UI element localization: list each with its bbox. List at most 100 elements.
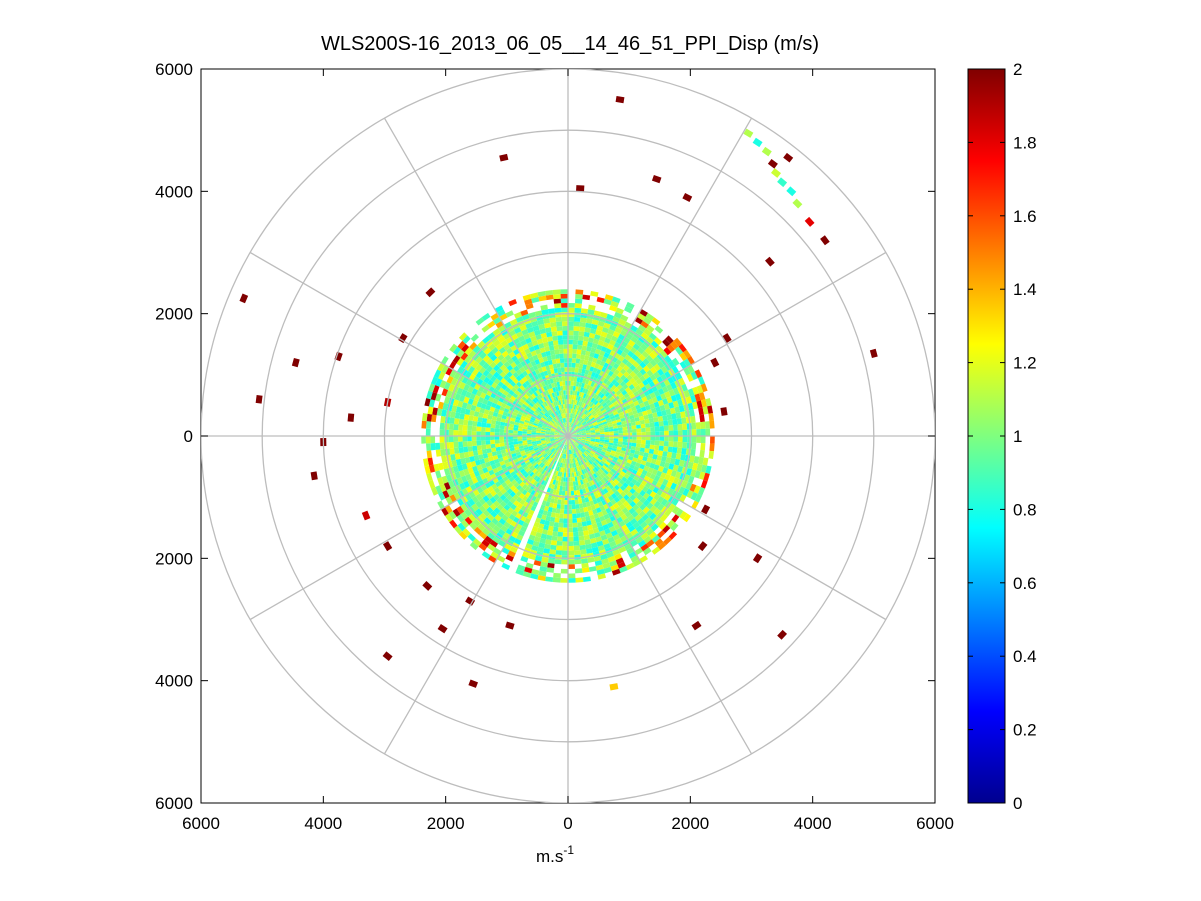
ppi-cell	[596, 396, 602, 402]
ppi-cell	[564, 449, 566, 455]
ppi-cell	[581, 345, 588, 351]
ppi-cell	[444, 513, 453, 523]
ppi-cell	[616, 398, 622, 404]
ppi-cell	[645, 336, 654, 344]
ppi-cell	[610, 398, 617, 404]
ppi-cell	[476, 401, 483, 408]
ppi-cell	[564, 399, 567, 405]
ppi-cell	[501, 514, 509, 522]
ppi-cell	[547, 410, 552, 415]
ppi-cell	[503, 543, 512, 551]
ppi-cell	[515, 375, 522, 382]
ppi-cell	[569, 427, 572, 432]
ppi-cell	[561, 428, 566, 433]
y-tick-label: 4000	[155, 672, 193, 691]
ppi-cell	[563, 394, 567, 400]
ppi-cell	[490, 375, 497, 383]
ppi-cell	[463, 480, 470, 489]
ppi-cell	[553, 391, 558, 397]
ppi-cell	[513, 500, 520, 507]
ppi-cell	[555, 353, 560, 359]
ppi-cell	[526, 429, 532, 433]
ppi-cell	[545, 412, 550, 417]
ppi-cell	[508, 398, 515, 404]
ppi-cell	[524, 448, 530, 453]
ppi-cell	[596, 449, 602, 453]
ppi-cell	[522, 495, 528, 502]
ppi-cell	[450, 453, 456, 461]
ppi-cell	[525, 467, 531, 473]
ppi-cell	[630, 421, 636, 426]
ppi-cell	[582, 473, 587, 479]
ppi-cell	[585, 450, 590, 455]
ppi-cell	[524, 566, 533, 574]
ppi-cell	[642, 492, 650, 500]
ppi-cell	[497, 484, 504, 491]
ppi-cell	[548, 525, 554, 532]
ppi-cell	[699, 449, 705, 458]
ppi-cell	[460, 389, 468, 397]
ppi-cell	[569, 422, 571, 427]
ppi-cell	[467, 446, 473, 452]
ppi-cell	[674, 406, 681, 414]
ppi-cell	[575, 298, 583, 304]
ppi-cell	[577, 437, 582, 439]
ppi-cell	[572, 390, 576, 396]
ppi-cell	[540, 479, 546, 485]
ppi-cell	[524, 485, 531, 492]
ppi-cell	[460, 360, 468, 369]
ppi-cell	[503, 521, 511, 529]
ppi-cell	[557, 480, 561, 486]
ppi-cell	[570, 439, 575, 444]
ppi-cell	[554, 406, 559, 411]
ppi-cell	[476, 445, 482, 451]
ppi-cell	[462, 441, 468, 447]
ppi-cell	[582, 446, 588, 450]
ppi-cell	[617, 443, 623, 448]
ppi-cell	[538, 570, 547, 577]
ppi-cell	[446, 375, 454, 384]
ppi-cell	[507, 550, 516, 558]
x-axis-ticks: 6000 4000 2000 0 2000 4000 6000	[182, 69, 954, 833]
ppi-cell	[480, 473, 487, 480]
ppi-cell	[448, 436, 454, 443]
ppi-cell	[616, 446, 622, 451]
ppi-cell	[671, 357, 680, 366]
ppi-cell	[541, 426, 547, 429]
ppi-cell	[530, 505, 537, 512]
ppi-cell	[597, 456, 603, 461]
ppi-cell	[551, 535, 558, 541]
ppi-cell	[586, 433, 591, 435]
ppi-cell	[594, 416, 600, 420]
ppi-cell	[541, 529, 548, 535]
ppi-cell	[646, 362, 654, 370]
ppi-cell	[601, 356, 608, 363]
ppi-cell	[479, 374, 487, 381]
ppi-cell	[581, 402, 585, 408]
ppi-cell	[488, 469, 495, 476]
ppi-cell	[540, 430, 546, 433]
ppi-cell	[542, 475, 548, 481]
ppi-cell	[562, 325, 568, 331]
ppi-cell	[563, 413, 566, 419]
ppi-cell	[543, 341, 549, 348]
ppi-cell	[581, 368, 586, 374]
ppi-cell	[636, 439, 642, 444]
ppi-cell	[662, 338, 671, 347]
ppi-cell	[562, 545, 568, 551]
ppi-cell	[525, 450, 531, 455]
ppi-cell	[576, 489, 581, 495]
ppi-cell	[545, 439, 551, 442]
ppi-cell	[556, 441, 561, 445]
ppi-cell	[598, 386, 604, 392]
ppi-cell	[481, 551, 491, 560]
ppi-cell	[603, 513, 610, 520]
ppi-cell	[560, 289, 568, 294]
ppi-cell	[621, 460, 627, 466]
ppi-cell	[570, 444, 573, 450]
ppi-cell	[553, 522, 559, 528]
ppi-cell	[439, 483, 447, 492]
ppi-cell	[641, 469, 648, 476]
ppi-cell	[568, 573, 576, 579]
ppi-cell	[539, 518, 546, 525]
